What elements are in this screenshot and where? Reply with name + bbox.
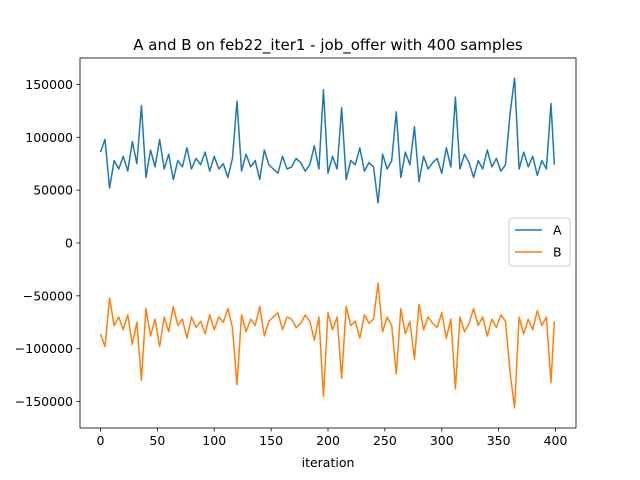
x-axis: 0 50 100 150 200 250 300 350 400 bbox=[97, 428, 568, 448]
series-line-B bbox=[99, 282, 556, 409]
x-tick-label: 400 bbox=[544, 433, 568, 448]
x-tick-label: 100 bbox=[202, 433, 226, 448]
legend-label-B: B bbox=[553, 245, 562, 260]
legend-label-A: A bbox=[553, 223, 562, 238]
x-tick-label: 350 bbox=[487, 433, 511, 448]
y-tick-label: −150000 bbox=[15, 394, 73, 409]
x-tick-label: 300 bbox=[430, 433, 454, 448]
y-tick-label: −100000 bbox=[15, 341, 73, 356]
series-layer bbox=[99, 77, 556, 409]
x-tick-label: 200 bbox=[316, 433, 340, 448]
y-tick-label: 0 bbox=[65, 236, 73, 251]
x-tick-label: 250 bbox=[373, 433, 397, 448]
x-tick-label: 50 bbox=[149, 433, 165, 448]
y-tick-label: 50000 bbox=[33, 183, 73, 198]
legend: AB bbox=[508, 217, 571, 267]
series-line-A bbox=[99, 77, 556, 204]
x-tick-label: 0 bbox=[97, 433, 105, 448]
x-axis-label: iteration bbox=[302, 455, 355, 470]
y-tick-label: −50000 bbox=[23, 288, 73, 303]
chart-title: A and B on feb22_iter1 - job_offer with … bbox=[133, 36, 523, 55]
y-tick-label: 150000 bbox=[25, 77, 73, 92]
x-tick-label: 150 bbox=[259, 433, 283, 448]
y-tick-label: 100000 bbox=[25, 130, 73, 145]
y-axis: 150000 100000 50000 0 −50000 −100000 −150000 bbox=[15, 77, 80, 409]
